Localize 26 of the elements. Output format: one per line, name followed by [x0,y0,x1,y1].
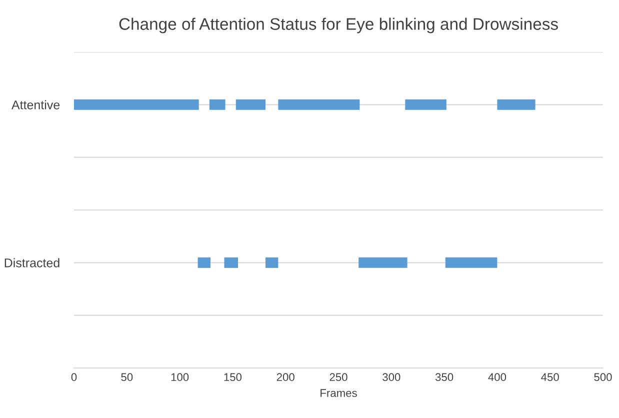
bar [358,257,408,268]
bar [209,99,226,110]
x-tick-label: 350 [435,373,454,382]
y-tick-label: Distracted [4,258,60,268]
bar [74,99,199,110]
x-tick-label: 150 [224,373,242,382]
bar [445,257,498,268]
chart-title: Change of Attention Status for Eye blinking and Drowsiness [119,18,558,34]
x-tick-label: 450 [541,373,559,382]
y-tick-label: Attentive [12,100,60,110]
bar [405,99,446,110]
x-tick-label: 0 [71,373,77,382]
bar [497,99,536,110]
bar [198,257,210,268]
bar [224,257,238,268]
bar [278,99,360,110]
x-tick-label: 50 [121,373,133,382]
x-tick-label: 400 [488,373,506,382]
x-tick-label: 500 [594,373,612,382]
bar [236,99,266,110]
bar [266,257,278,268]
x-tick-label: 250 [330,373,348,382]
x-axis-title: Frames [320,389,357,397]
x-tick-label: 300 [382,373,400,382]
x-tick-label: 200 [276,373,294,382]
x-tick-label: 100 [171,373,189,382]
